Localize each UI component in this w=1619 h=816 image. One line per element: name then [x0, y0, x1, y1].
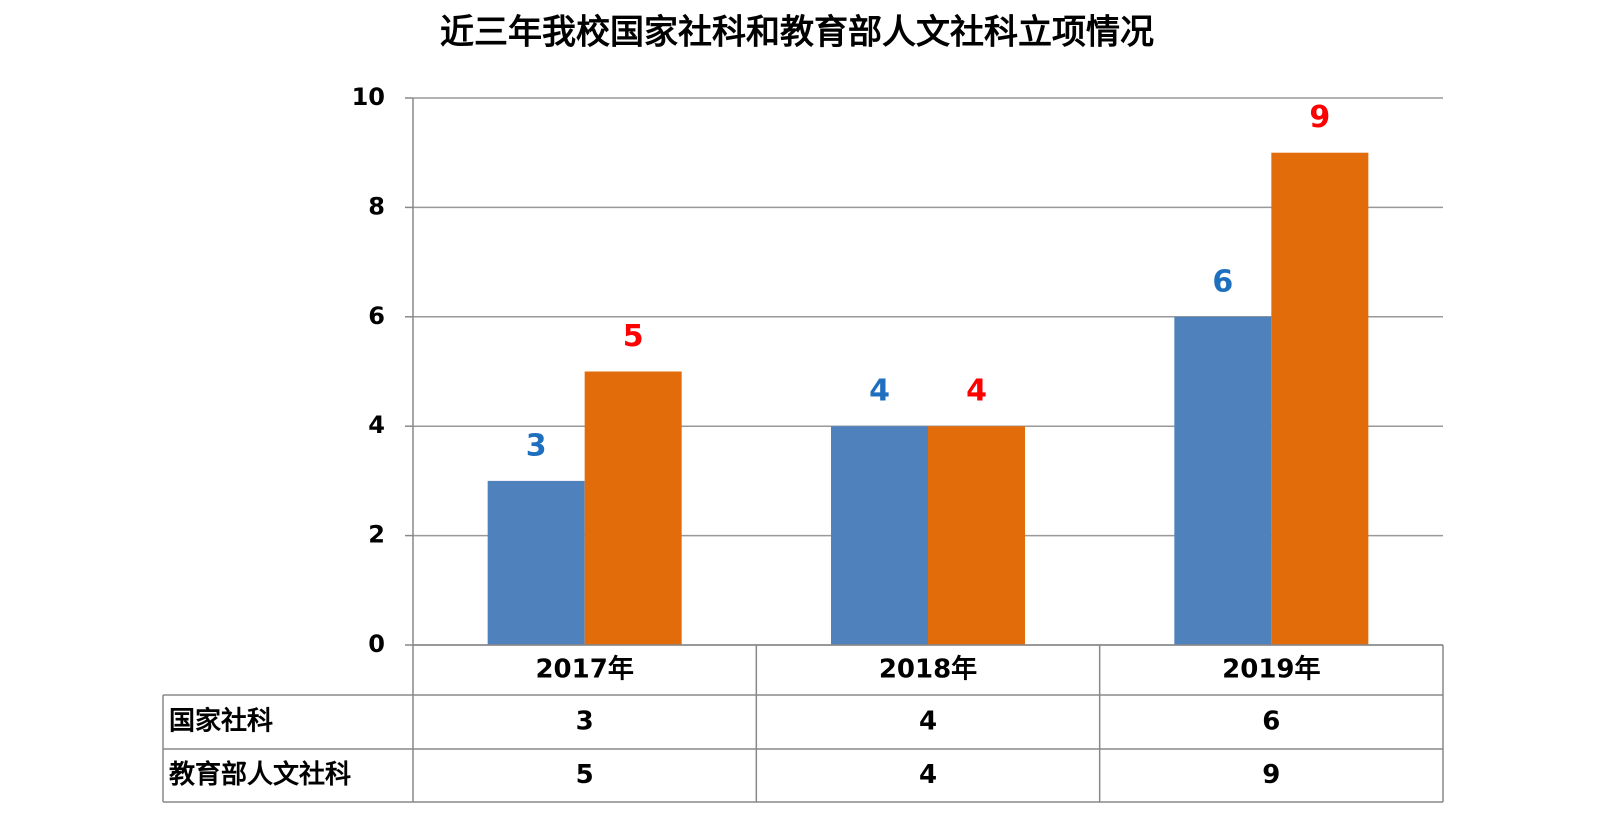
y-tick-label: 10: [352, 83, 385, 111]
x-tick-label: 2018年: [879, 654, 977, 685]
table-value: 3: [576, 707, 594, 737]
data-label: 6: [1212, 264, 1233, 299]
table-value: 9: [1262, 760, 1280, 790]
data-label: 4: [966, 374, 987, 409]
x-tick-label: 2017年: [535, 654, 633, 685]
y-tick-label: 0: [368, 630, 385, 658]
legend-label: 国家社科: [169, 706, 273, 737]
table-value: 6: [1262, 707, 1280, 737]
table-value: 4: [919, 760, 937, 790]
data-label: 3: [526, 428, 547, 463]
bar: [928, 426, 1025, 645]
bar: [831, 426, 928, 645]
data-label: 5: [623, 319, 644, 354]
legend-label: 教育部人文社科: [169, 759, 351, 790]
bar: [1174, 316, 1272, 645]
y-tick-label: 4: [368, 411, 385, 439]
table-value: 4: [919, 707, 937, 737]
x-tick-label: 2019年: [1222, 654, 1320, 685]
bar: [1271, 152, 1369, 645]
bar: [487, 480, 585, 645]
y-tick-label: 6: [368, 302, 385, 330]
y-tick-label: 2: [368, 521, 385, 549]
y-tick-label: 8: [368, 192, 385, 220]
chart-title: 近三年我校国家社科和教育部人文社科立项情况: [440, 13, 1154, 53]
bar: [584, 371, 682, 645]
data-label: 4: [869, 374, 890, 409]
data-label: 9: [1309, 100, 1330, 135]
table-value: 5: [576, 760, 594, 790]
